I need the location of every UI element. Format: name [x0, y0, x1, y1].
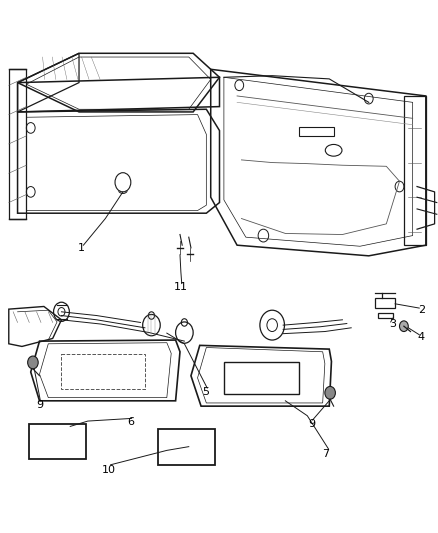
Text: 11: 11	[173, 282, 187, 292]
Circle shape	[399, 321, 407, 332]
Text: 3: 3	[389, 319, 396, 328]
Text: 7: 7	[321, 449, 328, 459]
Text: 5: 5	[201, 387, 208, 397]
Text: 9: 9	[307, 419, 314, 429]
Circle shape	[324, 386, 335, 399]
Text: 2: 2	[417, 305, 424, 315]
Text: 10: 10	[102, 465, 116, 475]
Text: 4: 4	[417, 332, 424, 342]
Text: 6: 6	[127, 417, 134, 427]
Circle shape	[28, 356, 38, 369]
Text: 1: 1	[78, 243, 85, 253]
Text: 9: 9	[36, 400, 43, 410]
